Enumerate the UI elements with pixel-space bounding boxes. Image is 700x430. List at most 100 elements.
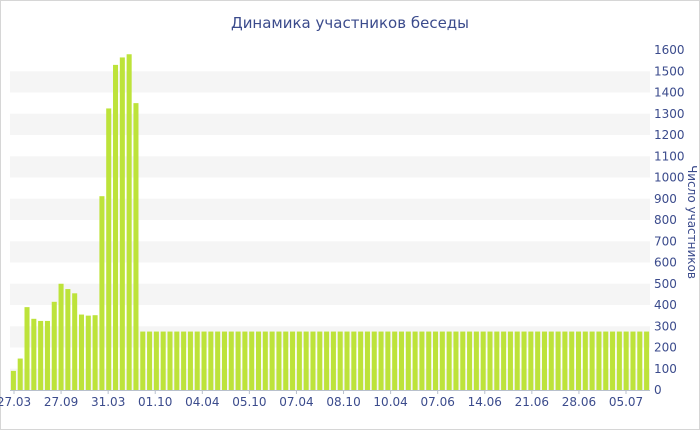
bar — [201, 331, 207, 390]
bar — [10, 370, 16, 391]
y-tick-label: 1400 — [654, 86, 685, 100]
bar — [228, 331, 234, 390]
bar — [473, 331, 479, 390]
bar — [119, 57, 125, 390]
bar — [181, 331, 187, 390]
bar — [630, 331, 636, 390]
bar — [623, 331, 629, 390]
bar — [562, 331, 568, 390]
grid-band — [10, 156, 650, 178]
bar — [92, 315, 98, 390]
bar — [358, 331, 364, 390]
x-tick-labels: 27.03 27.09 31.03 01.10 04.04 05.10 07.04 08.10… — [0, 390, 643, 409]
x-tick-label: 08.10 — [326, 395, 360, 409]
bar — [446, 331, 452, 390]
bar — [610, 331, 616, 390]
bar — [514, 331, 520, 390]
bar — [494, 331, 500, 390]
bar — [160, 331, 166, 390]
grid-band — [10, 326, 650, 348]
y-tick-label: 700 — [654, 234, 677, 248]
grid-bands — [10, 71, 650, 390]
bar — [290, 331, 296, 390]
x-tick-label: 07.04 — [279, 395, 313, 409]
bar — [194, 331, 200, 390]
bar — [249, 331, 255, 390]
bar — [419, 331, 425, 390]
bar — [644, 331, 650, 390]
bar — [44, 320, 50, 390]
bar — [548, 331, 554, 390]
y-tick-label: 1100 — [654, 149, 685, 163]
bar — [303, 331, 309, 390]
bar — [51, 301, 57, 390]
bar — [337, 331, 343, 390]
bar — [235, 331, 241, 390]
bar — [344, 331, 350, 390]
bar — [398, 331, 405, 390]
y-tick-label: 1200 — [654, 128, 685, 142]
bar — [480, 331, 486, 390]
bar — [38, 320, 44, 390]
y-tick-label: 1600 — [654, 43, 685, 57]
bar — [351, 331, 357, 390]
x-tick-label: 01.10 — [138, 395, 172, 409]
bar — [603, 331, 609, 390]
bar — [330, 331, 336, 390]
bar — [153, 331, 159, 390]
y-tick-label: 1500 — [654, 64, 685, 78]
bar — [453, 331, 459, 390]
bar — [582, 331, 588, 390]
grid-band — [10, 71, 650, 93]
y-tick-label: 300 — [654, 319, 677, 333]
bar — [221, 331, 227, 390]
bar — [17, 358, 23, 390]
bar — [65, 289, 71, 390]
x-tick-label: 14.06 — [468, 395, 502, 409]
bar — [392, 331, 398, 390]
bar — [405, 331, 411, 390]
x-tick-label: 04.04 — [185, 395, 219, 409]
chart-title: Динамика участников беседы — [231, 14, 469, 32]
grid-band — [10, 198, 650, 220]
bar — [637, 331, 643, 390]
bar — [596, 331, 602, 390]
x-tick-label: 27.03 — [0, 395, 31, 409]
bar — [412, 331, 418, 390]
bar — [296, 331, 302, 390]
bar — [487, 331, 493, 390]
bar — [174, 331, 180, 390]
grid-band — [10, 283, 650, 305]
bar — [187, 331, 193, 390]
bar — [58, 283, 64, 390]
y-tick-label: 600 — [654, 256, 677, 270]
x-tick-label: 05.10 — [232, 395, 266, 409]
x-tick-label: 10.04 — [373, 395, 407, 409]
bar — [324, 331, 330, 390]
bar — [140, 331, 146, 390]
bar — [24, 307, 30, 391]
bar — [242, 331, 248, 390]
bars — [10, 54, 650, 391]
bar — [555, 331, 561, 390]
bar — [85, 315, 91, 391]
grid-band — [10, 241, 650, 263]
bar — [72, 293, 78, 390]
y-tick-label: 0 — [654, 383, 662, 397]
bar — [528, 331, 534, 390]
bar — [147, 331, 153, 390]
x-tick-label: 31.03 — [91, 395, 125, 409]
bar — [507, 331, 513, 390]
grid-band — [10, 113, 650, 135]
grid-band — [10, 368, 650, 390]
bar — [276, 331, 282, 390]
bar — [467, 331, 473, 390]
y-tick-label: 100 — [654, 362, 677, 376]
bar — [31, 318, 37, 390]
bar — [283, 331, 289, 390]
bar — [385, 331, 391, 390]
bar — [208, 331, 214, 390]
bar — [460, 331, 466, 390]
bar — [371, 331, 377, 390]
